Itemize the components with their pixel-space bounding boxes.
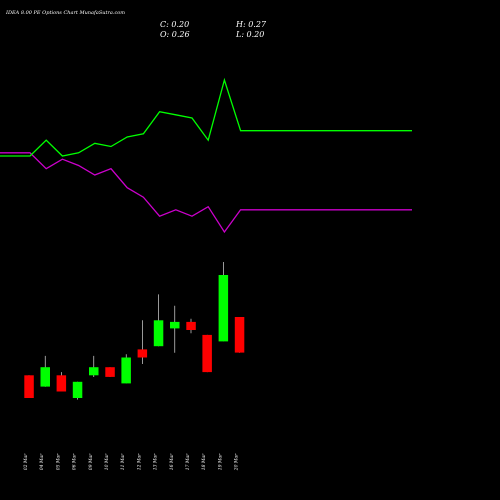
x-axis-ticks: 02 Mar 04 Mar 05 Mar 06 Mar 09 Mar 10 Mar 11 M… <box>23 453 240 471</box>
x-tick-label: 18 Mar <box>201 453 207 470</box>
candle-body-up <box>153 320 164 347</box>
candle <box>186 318 196 334</box>
candle-body-up <box>121 357 131 384</box>
candle <box>40 355 50 387</box>
chart-title: IDEA 8.00 PE Options Chart MunafaSutra.c… <box>5 10 125 16</box>
candle-body-down <box>24 375 34 398</box>
candle <box>121 354 131 384</box>
candle-body-up <box>89 367 99 376</box>
close-value: C: 0.20 <box>160 20 189 29</box>
x-tick-label: 09 Mar <box>88 453 94 470</box>
candle <box>72 381 83 400</box>
x-tick-label: 16 Mar <box>169 453 175 470</box>
candle <box>153 294 164 347</box>
x-tick-label: 17 Mar <box>185 453 191 470</box>
candle <box>234 317 245 353</box>
candle-body-up <box>72 381 83 398</box>
candle-body-up <box>40 367 50 387</box>
low-value: L: 0.20 <box>235 30 264 39</box>
candle <box>56 372 67 392</box>
candle <box>89 355 99 377</box>
candle <box>24 375 34 398</box>
candle-body-down <box>137 349 148 358</box>
green-line <box>0 77 412 157</box>
candle <box>202 334 212 373</box>
candle-body-up <box>170 321 180 329</box>
candle-body-down <box>186 321 196 330</box>
candle-body-down <box>202 334 212 373</box>
candle-body-down <box>105 367 115 377</box>
high-value: H: 0.27 <box>235 20 267 29</box>
candlestick-series <box>24 262 245 400</box>
x-tick-label: 06 Mar <box>72 453 78 470</box>
candle <box>105 367 115 377</box>
candle-body-down <box>234 317 245 353</box>
candle <box>218 262 229 342</box>
candle-body-up <box>218 275 229 342</box>
x-tick-label: 20 Mar <box>234 453 240 471</box>
candle-body-down <box>56 375 67 392</box>
x-tick-label: 12 Mar <box>136 453 142 470</box>
x-tick-label: 02 Mar <box>23 453 29 470</box>
open-value: O: 0.26 <box>160 30 190 39</box>
candle <box>170 305 180 353</box>
indicator-lines <box>0 77 412 234</box>
candle <box>137 320 148 364</box>
x-tick-label: 11 Mar <box>120 453 126 470</box>
x-tick-label: 05 Mar <box>55 453 61 470</box>
x-tick-label: 13 Mar <box>153 453 159 470</box>
x-tick-label: 04 Mar <box>39 453 45 470</box>
x-tick-label: 10 Mar <box>104 453 110 470</box>
magenta-line <box>0 152 412 234</box>
x-tick-label: 19 Mar <box>217 453 223 470</box>
